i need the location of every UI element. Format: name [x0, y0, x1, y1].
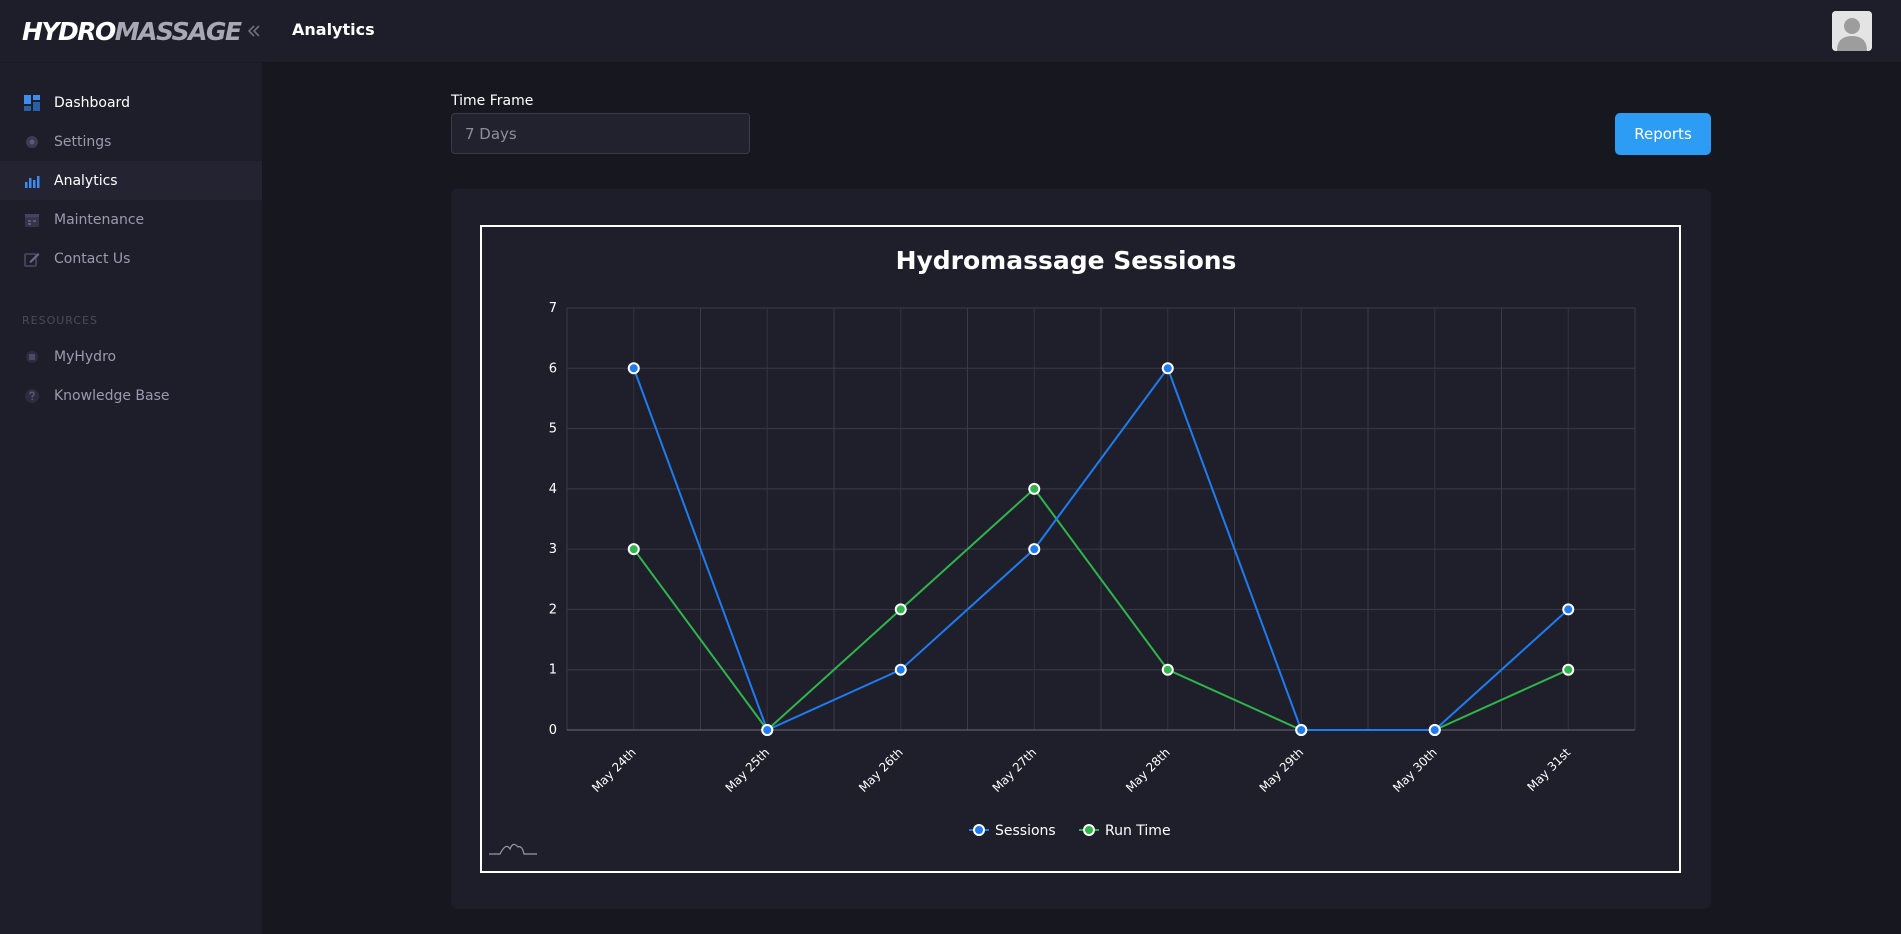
- legend-swatch: [1083, 824, 1095, 836]
- reports-button[interactable]: Reports: [1615, 113, 1711, 155]
- sidebar-item-analytics[interactable]: Analytics: [0, 161, 262, 200]
- dashboard-icon: [24, 94, 40, 111]
- sidebar-item-settings[interactable]: Settings: [0, 122, 262, 161]
- sidebar: HYDROMASSAGE Dashboard Settings Analytic…: [0, 0, 262, 934]
- x-tick-label: May 29th: [1257, 745, 1307, 795]
- sidebar-item-label: Analytics: [54, 172, 118, 189]
- collapse-sidebar-icon[interactable]: [247, 23, 262, 39]
- sidebar-item-label: Maintenance: [54, 211, 145, 228]
- page-title: Analytics: [292, 20, 375, 39]
- data-point: [761, 724, 774, 736]
- data-point: [894, 603, 907, 616]
- y-tick-label: 1: [549, 663, 557, 678]
- data-point: [1028, 482, 1041, 495]
- time-frame-select[interactable]: 7 Days: [451, 113, 750, 154]
- legend-label: Run Time: [1105, 823, 1171, 839]
- y-tick-label: 2: [549, 602, 557, 617]
- data-point: [1295, 724, 1308, 736]
- x-tick-label: May 28th: [1123, 745, 1173, 795]
- sidebar-item-label: Dashboard: [54, 94, 130, 111]
- edit-icon: [24, 251, 40, 267]
- series-line-sessions: [632, 366, 1569, 732]
- user-avatar-icon: [1832, 11, 1872, 51]
- sidebar-item-label: Knowledge Base: [54, 387, 170, 404]
- resources-nav: MyHydro Knowledge Base: [0, 337, 262, 415]
- sessions-chart: Hydromassage Sessions 0 1 2 3 4 5 6 7 May 24th May…: [489, 246, 1636, 855]
- data-point: [627, 543, 640, 556]
- y-tick-label: 3: [549, 542, 557, 557]
- help-icon: [24, 388, 40, 404]
- legend-label: Sessions: [995, 823, 1056, 839]
- logo-bar: HYDROMASSAGE: [0, 0, 262, 63]
- hydromassage-logo[interactable]: HYDROMASSAGE: [22, 16, 242, 46]
- y-tick-label: 5: [549, 422, 557, 437]
- sidebar-item-myhydro[interactable]: MyHydro: [0, 337, 262, 376]
- data-point: [1562, 603, 1575, 616]
- avatar[interactable]: [1832, 11, 1872, 51]
- sidebar-item-label: MyHydro: [54, 348, 117, 365]
- x-tick-label: May 25th: [723, 745, 773, 795]
- resources-section-label: RESOURCES: [22, 314, 98, 327]
- x-tick-label: May 27th: [990, 745, 1040, 795]
- x-tick-label: May 26th: [856, 745, 906, 795]
- top-bar: Analytics: [262, 0, 1901, 62]
- gear-icon: [24, 134, 40, 150]
- data-point: [1428, 724, 1441, 736]
- data-point: [1562, 663, 1575, 676]
- y-tick-label: 6: [549, 361, 557, 376]
- data-point: [1161, 663, 1174, 676]
- x-tick-label: May 30th: [1390, 745, 1440, 795]
- sidebar-item-dashboard[interactable]: Dashboard: [0, 83, 262, 122]
- sidebar-item-label: Settings: [54, 133, 112, 150]
- sidebar-item-contact-us[interactable]: Contact Us: [0, 239, 262, 278]
- data-point: [1028, 543, 1041, 556]
- chart-frame: Hydromassage Sessions 0 1 2 3 4 5 6 7 May 24th May…: [480, 225, 1681, 873]
- chart-title: Hydromassage Sessions: [896, 246, 1237, 275]
- y-tick-label: 0: [549, 723, 557, 738]
- sidebar-nav: Dashboard Settings Analytics Maintenance…: [0, 83, 262, 278]
- data-point: [894, 663, 907, 676]
- legend-swatch: [973, 824, 985, 836]
- y-tick-label: 7: [549, 301, 557, 316]
- x-tick-label: May 24th: [589, 745, 639, 795]
- time-frame-label: Time Frame: [451, 93, 534, 109]
- chip-icon: [24, 349, 40, 365]
- data-point: [1161, 362, 1174, 375]
- sidebar-item-maintenance[interactable]: Maintenance: [0, 200, 262, 239]
- data-point: [627, 362, 640, 375]
- y-tick-label: 4: [549, 482, 557, 497]
- bar-chart-icon: [24, 173, 40, 189]
- calendar-icon: [24, 212, 40, 228]
- x-tick-label: May 31st: [1525, 745, 1574, 794]
- watermark-icon: [489, 843, 537, 855]
- sidebar-item-label: Contact Us: [54, 250, 131, 267]
- sidebar-item-knowledge-base[interactable]: Knowledge Base: [0, 376, 262, 415]
